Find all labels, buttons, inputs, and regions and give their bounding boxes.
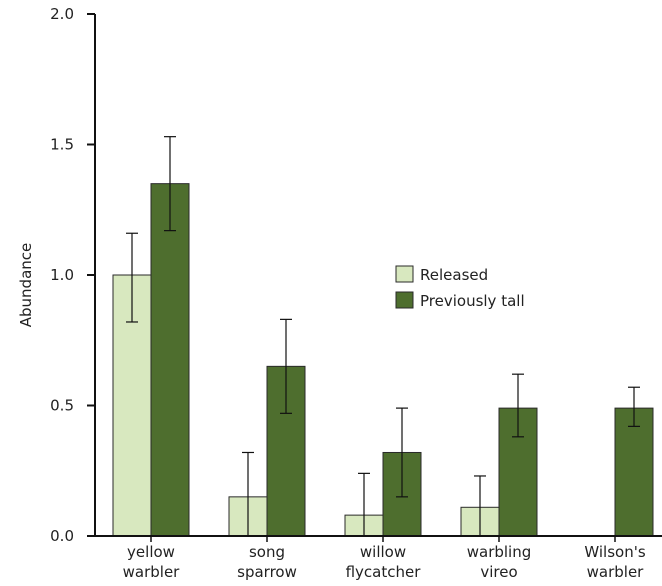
x-tick-label: warbling vireo xyxy=(467,543,532,581)
plot-area xyxy=(112,136,654,537)
x-tick-label: Wilson's warbler xyxy=(584,543,645,581)
x-tick-label: song sparrow xyxy=(237,543,297,581)
y-tick-label: 0.0 xyxy=(50,527,74,545)
x-tick-label-line: sparrow xyxy=(237,563,297,581)
y-tick-label: 1.5 xyxy=(50,136,74,154)
x-tick-label-line: song xyxy=(249,543,285,561)
legend-label-released: Released xyxy=(420,266,488,284)
x-tick-label-line: warbler xyxy=(123,563,181,581)
legend: Released Previously tall xyxy=(395,265,525,310)
x-tick-label: yellow warbler xyxy=(123,543,181,581)
x-tick-label-line: yellow xyxy=(127,543,175,561)
x-tick-label-line: warbling xyxy=(467,543,532,561)
legend-swatch-released xyxy=(395,265,414,283)
bar-previously-tall xyxy=(614,407,654,537)
x-tick-label: willow flycatcher xyxy=(346,543,422,581)
y-axis-title: Abundance xyxy=(17,243,35,328)
x-tick-label-line: Wilson's xyxy=(584,543,645,561)
legend-label-previously-tall: Previously tall xyxy=(420,292,525,310)
x-tick-label-line: warbler xyxy=(587,563,645,581)
y-tick-label: 2.0 xyxy=(50,5,74,23)
x-axis: yellow warbler song sparrow willow flycatcher… xyxy=(94,535,662,581)
bar-previously-tall xyxy=(150,183,190,537)
x-tick-label-line: flycatcher xyxy=(346,563,422,581)
y-tick-label: 1.0 xyxy=(50,266,74,284)
y-tick-label: 0.5 xyxy=(50,397,74,415)
x-tick-label-line: willow xyxy=(360,543,406,561)
legend-swatch-previously-tall xyxy=(395,291,414,309)
y-axis: 0.0 0.5 1.0 1.5 2.0 xyxy=(50,5,96,545)
x-tick-label-line: vireo xyxy=(480,563,517,581)
